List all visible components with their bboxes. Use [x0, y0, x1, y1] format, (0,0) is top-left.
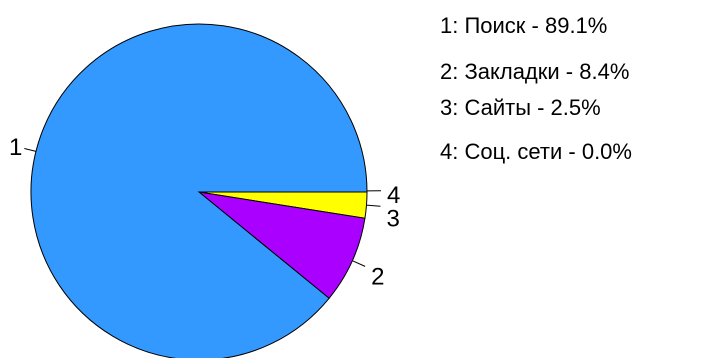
leader-line-2	[352, 260, 366, 267]
pie-slice-1	[30, 23, 368, 358]
slice-label-4: 4	[387, 182, 400, 209]
legend-entry-1: 1: Поиск - 89.1%	[440, 13, 607, 38]
slice-label-1: 1	[9, 134, 22, 161]
slice-labels: 1 2 34	[9, 134, 400, 291]
leader-line-1	[24, 147, 37, 152]
pie-slices	[30, 23, 368, 358]
legend-entry-4: 4: Соц. сети - 0.0%	[440, 139, 632, 164]
slice-label-3: 3	[386, 206, 399, 233]
pie-slice-2	[197, 191, 366, 299]
leader-line-3	[366, 204, 381, 207]
legend-entry-2: 2: Закладки - 8.4%	[440, 59, 629, 84]
legend-entry-3: 3: Сайты - 2.5%	[440, 95, 601, 120]
slice-label-2: 2	[371, 264, 384, 291]
legend: 1: Поиск - 89.1% 2: Закладки - 8.4% 3: С…	[440, 13, 632, 164]
slice-leader-lines	[24, 147, 381, 267]
